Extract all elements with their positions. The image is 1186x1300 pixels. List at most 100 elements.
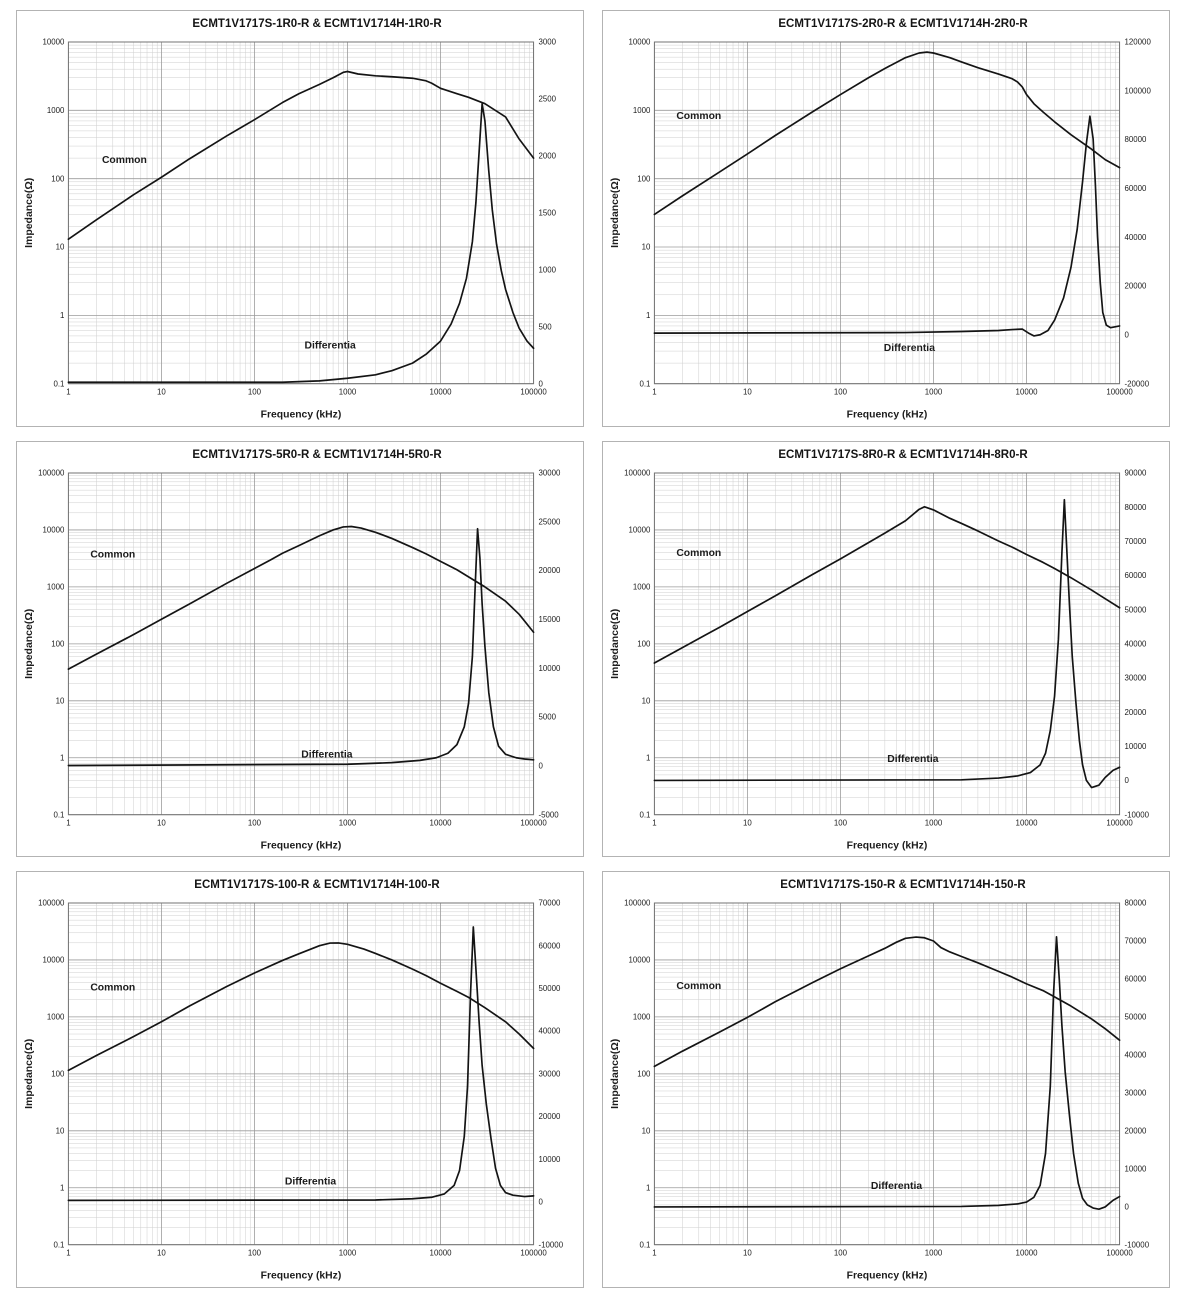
plot-border <box>653 41 1121 385</box>
right-tick-label: 90000 <box>1125 468 1148 477</box>
x-tick-label: 10 <box>743 1249 752 1258</box>
right-tick-label: 0 <box>1125 776 1130 785</box>
x-tick-label: 100000 <box>1106 818 1133 827</box>
left-tick-label: 100 <box>637 174 651 183</box>
right-tick-label: 0 <box>1125 330 1130 339</box>
common-series-line <box>653 505 1121 664</box>
impedance-chart-svg: 1 10 100 1000 10000 1000000.11101001000100001… <box>24 899 564 1282</box>
x-tick-label: 100000 <box>1106 388 1133 397</box>
y-axis-title: Impedance(Ω) <box>24 1039 35 1109</box>
right-tick-label: 40000 <box>539 1027 562 1036</box>
x-tick-label: 10000 <box>430 388 453 397</box>
x-tick-label: 1000 <box>925 388 943 397</box>
right-tick-label: 20000 <box>1125 707 1148 716</box>
left-tick-label: 1000 <box>633 106 651 115</box>
x-tick-label: 100 <box>834 388 848 397</box>
left-tick-label: 10 <box>642 243 651 252</box>
x-tick-label: 10000 <box>1016 1249 1039 1258</box>
x-tick-label: 1 <box>652 388 657 397</box>
x-axis-title: Frequency (kHz) <box>847 840 928 851</box>
common-series-line <box>67 70 535 241</box>
x-tick-label: 10000 <box>1016 388 1039 397</box>
chart-title: ECMT1V1717S-2R0-R & ECMT1V1714H-2R0-R <box>778 18 1028 30</box>
right-tick-label: -10000 <box>539 1241 564 1250</box>
right-tick-label: 20000 <box>1125 1127 1148 1136</box>
right-tick-label: -20000 <box>1125 379 1150 388</box>
axis-tick-labels: 1 10 100 1000 10000 1000000.1110100100010000-… <box>629 38 1152 397</box>
x-tick-label: 10 <box>743 818 752 827</box>
left-tick-label: 0.1 <box>53 810 65 819</box>
common-series-label: Common <box>676 111 721 122</box>
x-tick-label: 100 <box>248 1249 262 1258</box>
right-tick-label: 0 <box>539 379 544 388</box>
differentia-series-label: Differentia <box>301 749 352 760</box>
common-series-line <box>67 525 535 670</box>
plot-border <box>653 902 1121 1246</box>
left-tick-label: 10000 <box>629 525 652 534</box>
plot-border <box>67 472 535 815</box>
right-tick-label: 10000 <box>539 663 562 672</box>
left-tick-label: 0.1 <box>639 1241 651 1250</box>
differentia-series-line <box>67 926 535 1202</box>
x-axis-title: Frequency (kHz) <box>847 1271 928 1282</box>
right-tick-label: 80000 <box>1125 135 1148 144</box>
y-axis-title: Impedance(Ω) <box>24 608 35 678</box>
left-tick-label: 100 <box>637 639 651 648</box>
common-series-line <box>653 936 1121 1068</box>
chart-panel-1r0: ECMT1V1717S-1R0-R & ECMT1V1714H-1R0-R 1 1… <box>16 10 584 427</box>
left-tick-label: 100 <box>51 639 65 648</box>
y-axis-title: Impedance(Ω) <box>610 1039 621 1109</box>
left-tick-label: 10 <box>642 696 651 705</box>
impedance-chart-svg: 1 10 100 1000 10000 1000000.11101001000100000… <box>24 38 557 421</box>
right-tick-label: 60000 <box>1125 184 1148 193</box>
chart-panel-100: ECMT1V1717S-100-R & ECMT1V1714H-100-R 1 1… <box>16 871 584 1288</box>
left-tick-label: 0.1 <box>639 810 651 819</box>
right-tick-label: 0 <box>539 761 544 770</box>
right-tick-label: 0 <box>1125 1203 1130 1212</box>
left-tick-label: 1000 <box>47 582 65 591</box>
right-tick-label: 10000 <box>1125 1165 1148 1174</box>
right-tick-label: 0 <box>539 1198 544 1207</box>
right-tick-label: 30000 <box>539 468 562 477</box>
left-tick-label: 1 <box>646 311 651 320</box>
x-tick-label: 100 <box>834 818 848 827</box>
right-tick-label: 60000 <box>1125 571 1148 580</box>
chart-title: ECMT1V1717S-5R0-R & ECMT1V1714H-5R0-R <box>192 448 442 461</box>
x-tick-label: 100000 <box>520 818 547 827</box>
right-tick-label: 20000 <box>539 1112 562 1121</box>
x-axis-title: Frequency (kHz) <box>847 410 928 421</box>
x-tick-label: 10 <box>157 388 166 397</box>
differentia-series-line <box>67 102 535 384</box>
left-tick-label: 1 <box>646 753 651 762</box>
right-tick-label: -5000 <box>539 810 560 819</box>
left-tick-label: 1000 <box>47 106 65 115</box>
x-tick-label: 100 <box>834 1249 848 1258</box>
left-tick-label: 1000 <box>633 1013 651 1022</box>
right-tick-label: 10000 <box>1125 742 1148 751</box>
x-tick-label: 10 <box>157 1249 166 1258</box>
right-tick-label: 2000 <box>539 151 557 160</box>
right-tick-label: 25000 <box>539 517 562 526</box>
right-tick-label: 5000 <box>539 712 557 721</box>
right-tick-label: 3000 <box>539 38 557 47</box>
right-tick-label: 60000 <box>539 942 562 951</box>
right-tick-label: 2500 <box>539 94 557 103</box>
plot-border <box>653 472 1121 815</box>
impedance-chart-svg: 1 10 100 1000 10000 1000000.11101001000100001… <box>610 468 1150 851</box>
left-tick-label: 100 <box>637 1070 651 1079</box>
right-tick-label: 80000 <box>1125 899 1148 908</box>
x-tick-label: 10 <box>157 818 166 827</box>
gridlines-minor <box>654 41 1120 384</box>
axis-tick-labels: 1 10 100 1000 10000 1000000.11101001000100001… <box>624 468 1150 827</box>
plot-border <box>67 41 535 385</box>
differentia-series-line <box>67 527 535 767</box>
x-tick-label: 1 <box>66 388 71 397</box>
right-tick-label: 100000 <box>1125 86 1152 95</box>
common-series-line <box>67 942 535 1072</box>
x-tick-label: 100 <box>248 388 262 397</box>
left-tick-label: 10000 <box>43 525 66 534</box>
right-tick-label: 50000 <box>539 984 562 993</box>
right-tick-label: 20000 <box>1125 282 1148 291</box>
chart-panel-2r0: ECMT1V1717S-2R0-R & ECMT1V1714H-2R0-R 1 1… <box>602 10 1170 427</box>
